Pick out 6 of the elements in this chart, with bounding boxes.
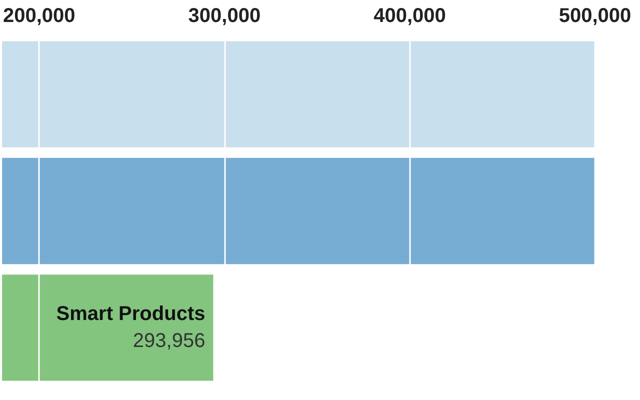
x-tick-label: 200,000 <box>3 5 76 27</box>
x-tick-label: 400,000 <box>374 5 446 27</box>
y-tick-label: Smart Products <box>56 303 206 326</box>
data-label: 293,956 <box>132 330 206 352</box>
x-tick-label: 500,000 <box>558 5 632 27</box>
x-tick-label: 300,000 <box>188 5 261 27</box>
